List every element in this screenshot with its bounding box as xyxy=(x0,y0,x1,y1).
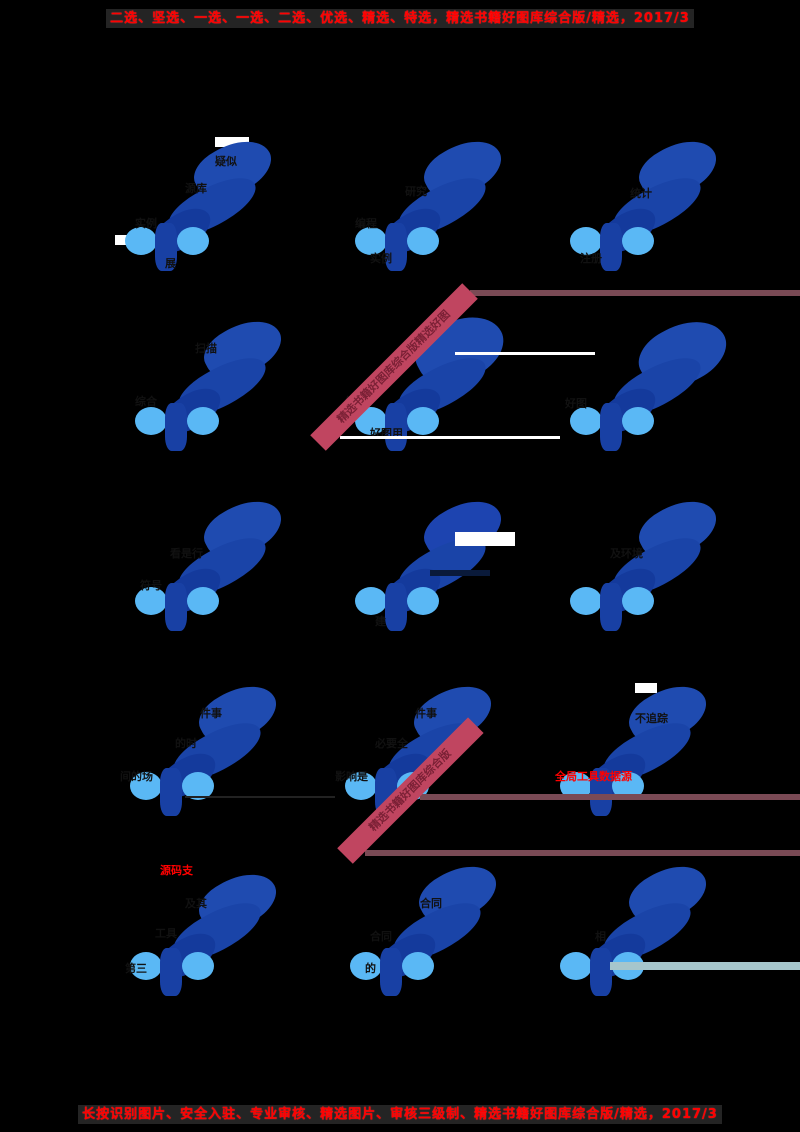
divider-line xyxy=(455,532,515,546)
figure-label: 扫描 xyxy=(195,342,217,355)
figure-label: 必要全 xyxy=(375,737,408,750)
figure-wing-left xyxy=(560,952,592,980)
figure-wing-left xyxy=(355,227,387,255)
figure-9: 及环境 xyxy=(560,489,740,645)
figure-11: 件事 必要全 影响是 xyxy=(335,674,515,830)
figure-label: 统计 xyxy=(630,187,652,200)
figure-label: 合同 xyxy=(420,897,442,910)
divider-line xyxy=(365,850,800,856)
figure-label: 实例 xyxy=(370,252,392,265)
figure-label: 件事 xyxy=(200,707,222,720)
figure-wing-left xyxy=(355,587,387,615)
divider-line xyxy=(185,796,335,798)
figure-tail xyxy=(600,223,622,271)
divider-line xyxy=(430,570,490,576)
figure-wing-right xyxy=(622,587,654,615)
figure-13: 源码支 及其 工具 第三 xyxy=(120,860,300,1010)
figure-label: 间的场 xyxy=(120,770,153,783)
figure-wing-right xyxy=(182,772,214,800)
figure-wing-right xyxy=(407,407,439,435)
header-banner: 二选、坚选、一选、一选、二选、优选、精选、特选，精选书籍好图库综合版/精选，20… xyxy=(0,7,800,28)
figure-label: 的 xyxy=(365,962,376,975)
figure-tail xyxy=(385,223,407,271)
figure-10: 件事 的时 间的场 xyxy=(120,674,300,830)
figure-label: 的时 xyxy=(175,737,197,750)
figure-label: 源库 xyxy=(185,182,207,195)
figure-wing-left xyxy=(130,952,162,980)
figure-tail xyxy=(160,948,182,996)
figure-wing-left xyxy=(130,772,162,800)
figure-label: 实例 xyxy=(135,217,157,230)
footer-banner: 长按识别图片、安全入驻、专业审核、精选图片、审核三级制、精选书籍好图库综合版/精… xyxy=(0,1103,800,1124)
figure-8: 建 xyxy=(345,489,525,645)
figure-wing-right xyxy=(187,407,219,435)
figure-tail xyxy=(165,583,187,631)
figure-label: 编程 xyxy=(355,217,377,230)
figure-7: 看是行 符号 xyxy=(125,489,305,645)
divider-line xyxy=(420,794,800,800)
figure-label: 展 xyxy=(165,257,176,270)
figure-wing-right xyxy=(407,587,439,615)
figure-15: 相 xyxy=(550,854,730,1010)
figure-label: 建 xyxy=(375,615,386,628)
figure-wing-right xyxy=(177,227,209,255)
figure-tail xyxy=(160,768,182,816)
divider-line xyxy=(610,962,800,970)
divider-line xyxy=(470,290,800,296)
figure-label: 第三 xyxy=(125,962,147,975)
figure-wing-right xyxy=(407,227,439,255)
divider-line xyxy=(340,436,560,439)
figure-label: 综合 xyxy=(135,395,157,408)
figure-tail xyxy=(590,948,612,996)
figure-wing-left xyxy=(350,952,382,980)
figure-label: 好图 xyxy=(565,397,587,410)
figure-tail xyxy=(590,768,612,816)
figure-red-label: 源码支 xyxy=(160,864,193,877)
figure-label: 及其 xyxy=(185,897,207,910)
figure-tail xyxy=(155,223,177,271)
figure-wing-right xyxy=(622,227,654,255)
figure-label: 相 xyxy=(595,930,606,943)
figure-wing-right xyxy=(182,952,214,980)
figure-label: 合同 xyxy=(370,930,392,943)
figure-label: 及环境 xyxy=(610,547,643,560)
figure-3: 统计 注册 xyxy=(560,129,740,285)
figure-tail xyxy=(380,948,402,996)
header-text: 二选、坚选、一选、一选、二选、优选、精选、特选，精选书籍好图库综合版/精选，20… xyxy=(106,9,694,28)
figure-label: 影响是 xyxy=(335,770,368,783)
figure-wing-left xyxy=(135,407,167,435)
figure-label: 研究 xyxy=(405,185,427,198)
figure-wing-left xyxy=(125,227,157,255)
figure-label: 符号 xyxy=(140,579,162,592)
figure-wing-left xyxy=(135,587,167,615)
figure-wing-left xyxy=(570,587,602,615)
figure-6: 好图 xyxy=(560,307,740,465)
figure-2: 研究 编程 实例 xyxy=(345,129,525,285)
figure-label: 件事 xyxy=(415,707,437,720)
figure-14: 合同 合同 的 xyxy=(340,854,520,1010)
figure-label: 疑似 xyxy=(215,155,237,168)
figure-wing-left xyxy=(570,407,602,435)
figure-tail xyxy=(385,583,407,631)
figure-wing-left xyxy=(570,227,602,255)
figure-wing-right xyxy=(402,952,434,980)
figure-tail xyxy=(600,403,622,451)
footer-text: 长按识别图片、安全入驻、专业审核、精选图片、审核三级制、精选书籍好图库综合版/精… xyxy=(78,1105,722,1124)
figure-12: 不追踪 全局工具数据源 xyxy=(550,674,730,830)
figure-label: 看是行 xyxy=(170,547,203,560)
figure-tail xyxy=(385,403,407,451)
figure-wing-right xyxy=(187,587,219,615)
figure-1: 疑似 源库 实例 展 xyxy=(115,129,295,285)
figure-label: 注册 xyxy=(580,252,602,265)
figure-tail xyxy=(600,583,622,631)
figure-wing-right xyxy=(622,407,654,435)
figure-wing-left xyxy=(345,772,377,800)
figure-tail xyxy=(165,403,187,451)
figure-red-label: 全局工具数据源 xyxy=(555,770,632,783)
figure-label: 工具 xyxy=(155,927,177,940)
divider-line xyxy=(455,352,595,355)
figure-4: 扫描 综合 xyxy=(125,309,305,465)
figure-label: 不追踪 xyxy=(635,712,668,725)
